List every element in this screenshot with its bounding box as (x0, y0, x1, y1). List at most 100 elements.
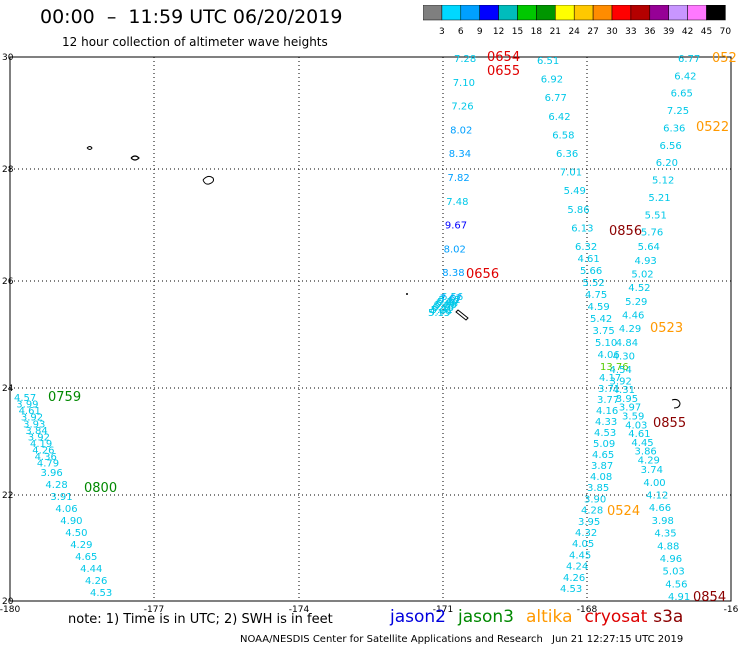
swh-value: 3.90 (584, 494, 606, 505)
swh-value: 3.71 (598, 384, 620, 395)
swh-value: 6.56 (441, 292, 463, 303)
swh-value: 6.36 (556, 149, 578, 160)
swh-value: 6.77 (545, 93, 567, 104)
swh-value: 8.38 (442, 268, 464, 279)
swh-value: 3.98 (652, 516, 674, 527)
colorbar-tick-label: 9 (476, 27, 483, 37)
swh-value: 6.32 (575, 242, 597, 253)
swh-value: 4.32 (575, 528, 597, 539)
swh-value: 6.13 (571, 223, 593, 234)
legend-cryosat: cryosat (584, 607, 648, 627)
x-tick-label: -174 (289, 605, 310, 615)
satellite-legend: jason2 jason3 altika cryosat s3a (390, 607, 695, 627)
swh-value: 3.97 (619, 403, 641, 414)
swh-value: 4.50 (65, 528, 87, 539)
island-outline (671, 398, 681, 409)
pass-time-label: 0800 (84, 481, 117, 496)
swh-value: 7.10 (453, 78, 475, 89)
swh-value: 4.65 (75, 552, 97, 563)
swh-value: 6.10 (432, 303, 454, 314)
swh-value: 3.99 (16, 400, 38, 411)
island-outline (130, 155, 140, 161)
swh-value: 3.74 (641, 465, 663, 476)
swh-value: 4.96 (660, 554, 682, 565)
swh-value: 4.26 (32, 446, 54, 457)
pass-time-label: 0856 (609, 224, 642, 239)
swh-value: 7.82 (448, 173, 470, 184)
swh-value: 4.91 (668, 592, 690, 603)
map-frame (9, 56, 732, 602)
swh-value: 3.93 (23, 419, 45, 430)
swh-value: 7.25 (667, 106, 689, 117)
swh-value: 4.24 (566, 562, 588, 573)
swh-value: 3.95 (616, 394, 638, 405)
colorbar-tick-label: 30 (606, 27, 618, 37)
credit-line: NOAA/NESDIS Center for Satellite Applica… (240, 634, 543, 645)
swh-value: 4.88 (657, 541, 679, 552)
pass-time-label: 0655 (487, 64, 520, 79)
island-outline (406, 293, 408, 295)
colorbar-tick-label: 33 (625, 27, 637, 37)
y-tick-label: 30 (2, 53, 14, 63)
pass-time-label: 0854 (693, 590, 726, 605)
swh-value: 4.44 (80, 564, 102, 575)
map-subtitle: 12 hour collection of altimeter wave hei… (62, 35, 328, 49)
y-tick-label: 20 (2, 597, 14, 607)
swh-value: 4.03 (625, 420, 647, 431)
swh-value: 5.08 (435, 300, 457, 311)
swh-value: 5.10 (595, 338, 617, 349)
x-tick-label: -180 (0, 605, 20, 615)
swh-value: 7.28 (454, 54, 476, 65)
swh-value: 4.06 (598, 350, 620, 361)
pass-time-label: 0524 (607, 504, 640, 519)
legend-altika: altika (526, 607, 573, 627)
swh-value: 3.92 (21, 413, 43, 424)
swh-value: 3.75 (593, 326, 615, 337)
pass-time-label: 0656 (466, 267, 499, 282)
swh-value: 3.91 (50, 492, 72, 503)
colorbar-tick-label: 18 (530, 27, 543, 37)
pass-time-label: 052 (712, 51, 737, 66)
swh-value: 4.30 (613, 352, 635, 363)
swh-value: 5.21 (648, 193, 670, 204)
swh-value: 5.52 (583, 278, 605, 289)
y-tick-label: 24 (2, 384, 14, 394)
legend-jason2: jason2 (390, 607, 446, 627)
colorbar-tick-label: 36 (644, 27, 656, 37)
swh-value: 4.54 (610, 365, 632, 376)
swh-value: 4.79 (37, 459, 59, 470)
legend-jason3: jason3 (458, 607, 514, 627)
swh-value: 3.86 (635, 447, 657, 458)
swh-value: 4.90 (60, 516, 82, 527)
swh-value: 3.92 (610, 376, 632, 387)
swh-value: 4.31 (613, 385, 635, 396)
swh-value: 4.61 (628, 429, 650, 440)
swh-value: 5.88 (436, 298, 458, 309)
swh-value: 13.76 (600, 362, 629, 373)
swh-value: 4.33 (595, 417, 617, 428)
swh-value: 5.76 (641, 228, 663, 239)
x-tick-label: -16 (724, 605, 739, 615)
island-outline (455, 309, 469, 321)
swh-value: 5.27 (437, 297, 459, 308)
swh-value: 4.36 (35, 452, 57, 463)
swh-value: 5.09 (593, 439, 615, 450)
swh-value: 4.52 (628, 283, 650, 294)
colorbar-swatch (706, 4, 726, 21)
swh-value: 6.42 (674, 71, 696, 82)
swh-value: 4.84 (616, 338, 638, 349)
swh-value: 4.66 (649, 503, 671, 514)
swh-value: 5.02 (631, 270, 653, 281)
swh-value: 5.29 (625, 297, 647, 308)
swh-value: 7.67 (440, 294, 462, 305)
swh-value: 4.56 (665, 579, 687, 590)
swh-value: 4.05 (572, 539, 594, 550)
swh-value: 4.59 (588, 302, 610, 313)
swh-value: 5.42 (590, 314, 612, 325)
swh-value: 5.66 (580, 266, 602, 277)
swh-value: 5.86 (567, 205, 589, 216)
colorbar-tick-label: 24 (568, 27, 580, 37)
swh-value: 4.57 (14, 393, 36, 404)
